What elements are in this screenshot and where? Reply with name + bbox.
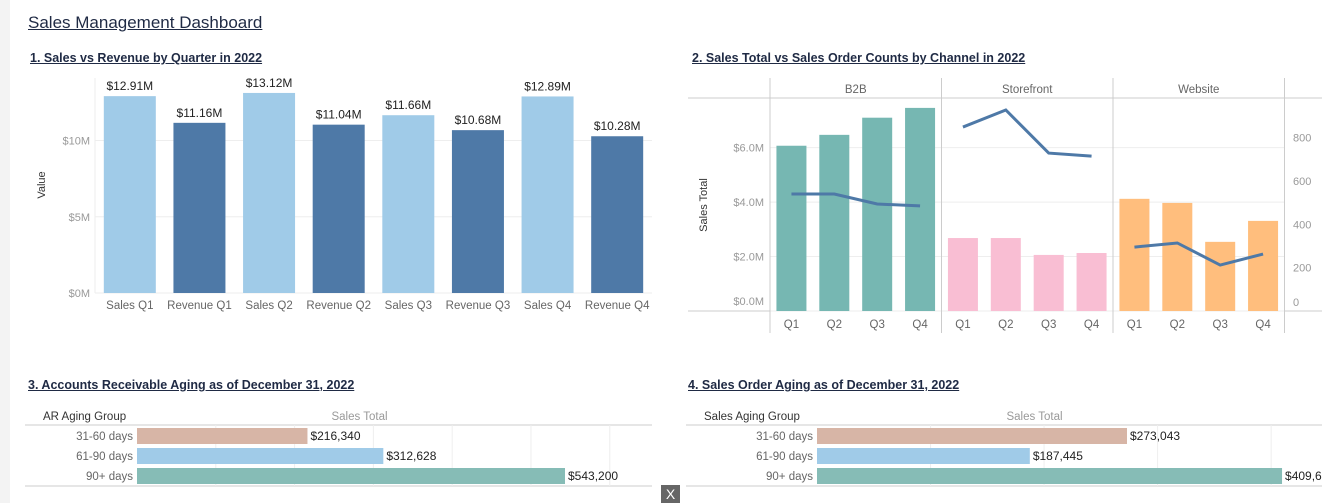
bar bbox=[312, 124, 365, 293]
y-tick-label: $4.0M bbox=[733, 197, 764, 209]
bar bbox=[1248, 220, 1279, 311]
chart4-title[interactable]: 4. Sales Order Aging as of December 31, … bbox=[688, 378, 960, 392]
data-label: $10.68M bbox=[455, 113, 502, 127]
data-label: $11.04M bbox=[316, 108, 362, 122]
x-tick-label: Q3 bbox=[870, 319, 885, 331]
close-button[interactable]: X bbox=[661, 485, 680, 503]
x-tick-label: Revenue Q2 bbox=[306, 300, 371, 312]
bar bbox=[947, 238, 978, 311]
data-label: $12.89M bbox=[524, 79, 571, 93]
order-count-line bbox=[1134, 241, 1264, 267]
y2-tick-label: 0 bbox=[1293, 297, 1299, 309]
x-tick-label: Sales Q1 bbox=[106, 300, 153, 312]
panel-header: Website bbox=[1178, 84, 1219, 96]
y-axis-title: Sales Total bbox=[698, 178, 710, 232]
data-label: $187,445 bbox=[1033, 449, 1083, 463]
x-tick-label: Q4 bbox=[1084, 319, 1100, 331]
bar bbox=[862, 117, 893, 311]
order-count-line bbox=[791, 192, 921, 208]
x-tick-label: Sales Q2 bbox=[245, 300, 292, 312]
data-label: $409,6 bbox=[1285, 469, 1322, 483]
bar bbox=[817, 428, 1127, 444]
chart1-title[interactable]: 1. Sales vs Revenue by Quarter in 2022 bbox=[30, 51, 263, 65]
y-axis-title: Value bbox=[36, 171, 48, 198]
data-label: $11.16M bbox=[177, 106, 223, 120]
y-tick-label: $10M bbox=[62, 136, 90, 148]
dashboard-title: Sales Management Dashboard bbox=[28, 13, 263, 32]
left-scroll-strip bbox=[0, 0, 10, 503]
bar bbox=[521, 96, 574, 294]
y2-tick-label: 200 bbox=[1293, 263, 1311, 275]
x-tick-label: Q4 bbox=[912, 319, 928, 331]
row-label: 31-60 days bbox=[756, 431, 813, 443]
data-label: $12.91M bbox=[106, 79, 153, 93]
x-tick-label: Q2 bbox=[1170, 319, 1185, 331]
bar bbox=[173, 122, 226, 293]
x-tick-label: Q3 bbox=[1213, 319, 1228, 331]
y-tick-label: $0M bbox=[69, 288, 90, 300]
bar bbox=[103, 96, 156, 294]
row-header: AR Aging Group bbox=[43, 411, 126, 423]
bar bbox=[382, 115, 435, 293]
x-tick-label: Revenue Q3 bbox=[446, 300, 511, 312]
bar bbox=[817, 468, 1283, 484]
row-label: 31-60 days bbox=[76, 431, 133, 443]
data-label: $312,628 bbox=[386, 449, 436, 463]
order-count-line bbox=[962, 108, 1092, 158]
y-tick-label: $5M bbox=[69, 212, 90, 224]
bar bbox=[591, 136, 644, 293]
y-tick-label: $0.0M bbox=[733, 296, 764, 308]
bar bbox=[819, 134, 850, 311]
row-label: 61-90 days bbox=[756, 451, 813, 463]
x-axis-title: Sales Total bbox=[1006, 411, 1062, 423]
y2-tick-label: 400 bbox=[1293, 219, 1311, 231]
x-tick-label: Revenue Q4 bbox=[585, 300, 650, 312]
x-tick-label: Q1 bbox=[1127, 319, 1142, 331]
bar bbox=[1119, 198, 1150, 311]
bar bbox=[817, 448, 1030, 464]
row-label: 90+ days bbox=[766, 471, 813, 483]
y-tick-label: $2.0M bbox=[733, 252, 764, 264]
bar bbox=[905, 107, 936, 312]
row-label: 90+ days bbox=[86, 471, 133, 483]
x-tick-label: Q1 bbox=[955, 319, 970, 331]
data-label: $13.12M bbox=[246, 76, 293, 90]
panel-header: Storefront bbox=[1002, 84, 1053, 96]
x-tick-label: Q3 bbox=[1041, 319, 1056, 331]
bar bbox=[990, 238, 1021, 311]
y2-tick-label: 800 bbox=[1293, 133, 1311, 145]
bar bbox=[1076, 253, 1107, 311]
x-tick-label: Q2 bbox=[827, 319, 842, 331]
chart2-title[interactable]: 2. Sales Total vs Sales Order Counts by … bbox=[692, 51, 1026, 65]
bar bbox=[137, 448, 384, 464]
bar bbox=[1033, 254, 1064, 311]
x-tick-label: Q1 bbox=[784, 319, 799, 331]
data-label: $543,200 bbox=[568, 469, 618, 483]
y-tick-label: $6.0M bbox=[733, 143, 764, 155]
data-label: $216,340 bbox=[310, 429, 360, 443]
data-label: $10.28M bbox=[594, 119, 641, 133]
bar bbox=[243, 92, 296, 293]
bar bbox=[137, 468, 565, 484]
bar bbox=[1205, 241, 1236, 311]
y2-tick-label: 600 bbox=[1293, 176, 1311, 188]
bar bbox=[776, 145, 807, 311]
x-tick-label: Q4 bbox=[1255, 319, 1271, 331]
bar bbox=[1162, 202, 1193, 311]
bar bbox=[137, 428, 308, 444]
data-label: $11.66M bbox=[385, 98, 431, 112]
chart3-title[interactable]: 3. Accounts Receivable Aging as of Decem… bbox=[28, 378, 355, 392]
data-label: $273,043 bbox=[1130, 429, 1180, 443]
panel-header: B2B bbox=[845, 84, 867, 96]
x-tick-label: Q2 bbox=[998, 319, 1013, 331]
bar bbox=[451, 130, 504, 293]
row-header: Sales Aging Group bbox=[704, 411, 800, 423]
x-axis-title: Sales Total bbox=[331, 411, 387, 423]
row-label: 61-90 days bbox=[76, 451, 133, 463]
x-tick-label: Sales Q3 bbox=[385, 300, 432, 312]
x-tick-label: Sales Q4 bbox=[524, 300, 572, 312]
x-tick-label: Revenue Q1 bbox=[167, 300, 232, 312]
